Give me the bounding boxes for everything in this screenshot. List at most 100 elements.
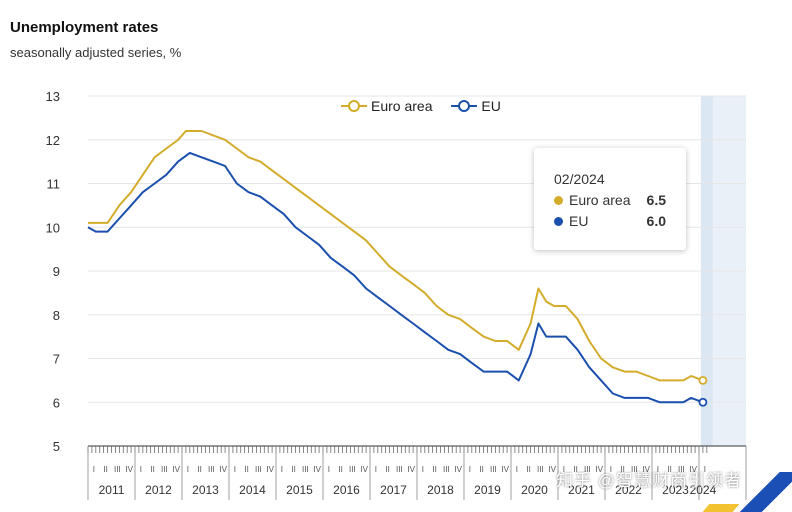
x-quarter-label: III	[443, 465, 450, 474]
tooltip-dot-eu	[554, 217, 563, 226]
x-quarter-label: II	[432, 465, 436, 474]
x-year-label: 2016	[333, 483, 360, 497]
x-quarter-label: I	[657, 465, 659, 474]
chart-legend[interactable]: Euro area EU	[340, 98, 515, 114]
x-quarter-label: IV	[454, 465, 462, 474]
chart-title: Unemployment rates	[10, 19, 159, 36]
x-year-label: 2021	[568, 483, 595, 497]
x-quarter-label: I	[93, 465, 95, 474]
tooltip-value-euro-area: 6.5	[646, 192, 666, 208]
tooltip-row-eu: EU 6.0	[554, 213, 666, 229]
x-quarter-label: IV	[219, 465, 227, 474]
tooltip-label-euro-area: Euro area	[569, 192, 631, 208]
legend-marker-eu	[451, 100, 478, 112]
series-endpoint-eu	[698, 397, 708, 407]
x-quarter-label: IV	[689, 465, 697, 474]
y-tick-label: 8	[53, 308, 60, 323]
y-tick-label: 10	[46, 220, 60, 235]
x-quarter-label: II	[526, 465, 530, 474]
x-quarter-label: II	[620, 465, 624, 474]
x-quarter-label: III	[114, 465, 121, 474]
x-quarter-label: I	[140, 465, 142, 474]
x-quarter-label: I	[422, 465, 424, 474]
x-quarter-label: IV	[360, 465, 368, 474]
x-quarter-label: III	[161, 465, 168, 474]
x-quarter-label: IV	[595, 465, 603, 474]
y-tick-label: 6	[53, 395, 60, 410]
x-quarter-label: II	[197, 465, 201, 474]
x-quarter-label: III	[678, 465, 685, 474]
x-quarter-label: II	[338, 465, 342, 474]
watermark-text: 知乎 @智慧财商引领者	[556, 471, 742, 490]
x-quarter-label: II	[573, 465, 577, 474]
y-tick-label: 5	[53, 439, 60, 454]
x-quarter-label: I	[516, 465, 518, 474]
x-year-label: 2024	[690, 483, 717, 497]
x-year-label: 2011	[99, 483, 125, 497]
x-quarter-label: II	[667, 465, 671, 474]
x-quarter-label: I	[375, 465, 377, 474]
legend-label-eu: EU	[481, 98, 501, 114]
x-quarter-label: IV	[501, 465, 509, 474]
x-quarter-label: II	[103, 465, 107, 474]
x-quarter-label: III	[255, 465, 262, 474]
x-quarter-label: IV	[407, 465, 415, 474]
x-quarter-label: I	[328, 465, 330, 474]
x-year-label: 2012	[145, 483, 172, 497]
x-quarter-label: III	[584, 465, 591, 474]
x-quarter-label: III	[631, 465, 638, 474]
legend-item-eu[interactable]: EU	[450, 98, 501, 114]
x-quarter-label: III	[490, 465, 497, 474]
legend-label-euro-area: Euro area	[371, 98, 433, 114]
series-line-eu	[87, 151, 704, 404]
series-line-euro-area	[88, 130, 704, 382]
corner-decoration-blue	[732, 472, 792, 512]
x-quarter-label: IV	[642, 465, 650, 474]
x-year-label: 2023	[662, 483, 689, 497]
x-year-label: 2020	[521, 483, 548, 497]
x-quarter-label: III	[302, 465, 309, 474]
tooltip-row-euro-area: Euro area 6.5	[554, 192, 666, 208]
tooltip-label-eu: EU	[569, 213, 589, 229]
legend-item-euro-area[interactable]: Euro area	[340, 98, 432, 114]
x-quarter-label: III	[396, 465, 403, 474]
x-year-label: 2017	[380, 483, 407, 497]
x-quarter-label: IV	[313, 465, 321, 474]
series-endpoint-euro-area	[698, 375, 708, 385]
y-tick-label: 7	[53, 352, 60, 367]
x-quarter-label: IV	[125, 465, 133, 474]
legend-marker-euro-area	[341, 100, 367, 112]
x-quarter-label: I	[469, 465, 471, 474]
x-quarter-label: IV	[172, 465, 180, 474]
x-quarter-label: IV	[548, 465, 556, 474]
x-year-label: 2018	[427, 483, 454, 497]
x-quarter-label: I	[234, 465, 236, 474]
x-year-label: 2015	[286, 483, 313, 497]
x-quarter-label: III	[208, 465, 215, 474]
data-tooltip: 02/2024 Euro area 6.5 EU 6.0	[534, 148, 686, 250]
x-year-label: 2014	[239, 483, 266, 497]
x-quarter-label: I	[704, 465, 706, 474]
chart-subtitle: seasonally adjusted series, %	[10, 45, 182, 60]
x-quarter-label: II	[244, 465, 248, 474]
x-quarter-label: II	[150, 465, 154, 474]
x-quarter-label: II	[291, 465, 295, 474]
x-year-label: 2019	[474, 483, 501, 497]
x-quarter-label: III	[537, 465, 544, 474]
tooltip-date: 02/2024	[554, 171, 605, 187]
x-quarter-label: II	[479, 465, 483, 474]
y-tick-label: 9	[53, 264, 60, 279]
x-quarter-label: II	[385, 465, 389, 474]
y-tick-label: 11	[47, 177, 61, 192]
x-quarter-label: I	[281, 465, 283, 474]
y-tick-label: 13	[46, 89, 60, 104]
tooltip-dot-euro-area	[554, 196, 563, 205]
x-quarter-label: III	[349, 465, 356, 474]
x-quarter-label: IV	[266, 465, 274, 474]
x-year-label: 2022	[615, 483, 642, 497]
y-tick-label: 12	[46, 133, 60, 148]
x-quarter-label: I	[187, 465, 189, 474]
x-year-label: 2013	[192, 483, 219, 497]
x-quarter-label: I	[610, 465, 612, 474]
